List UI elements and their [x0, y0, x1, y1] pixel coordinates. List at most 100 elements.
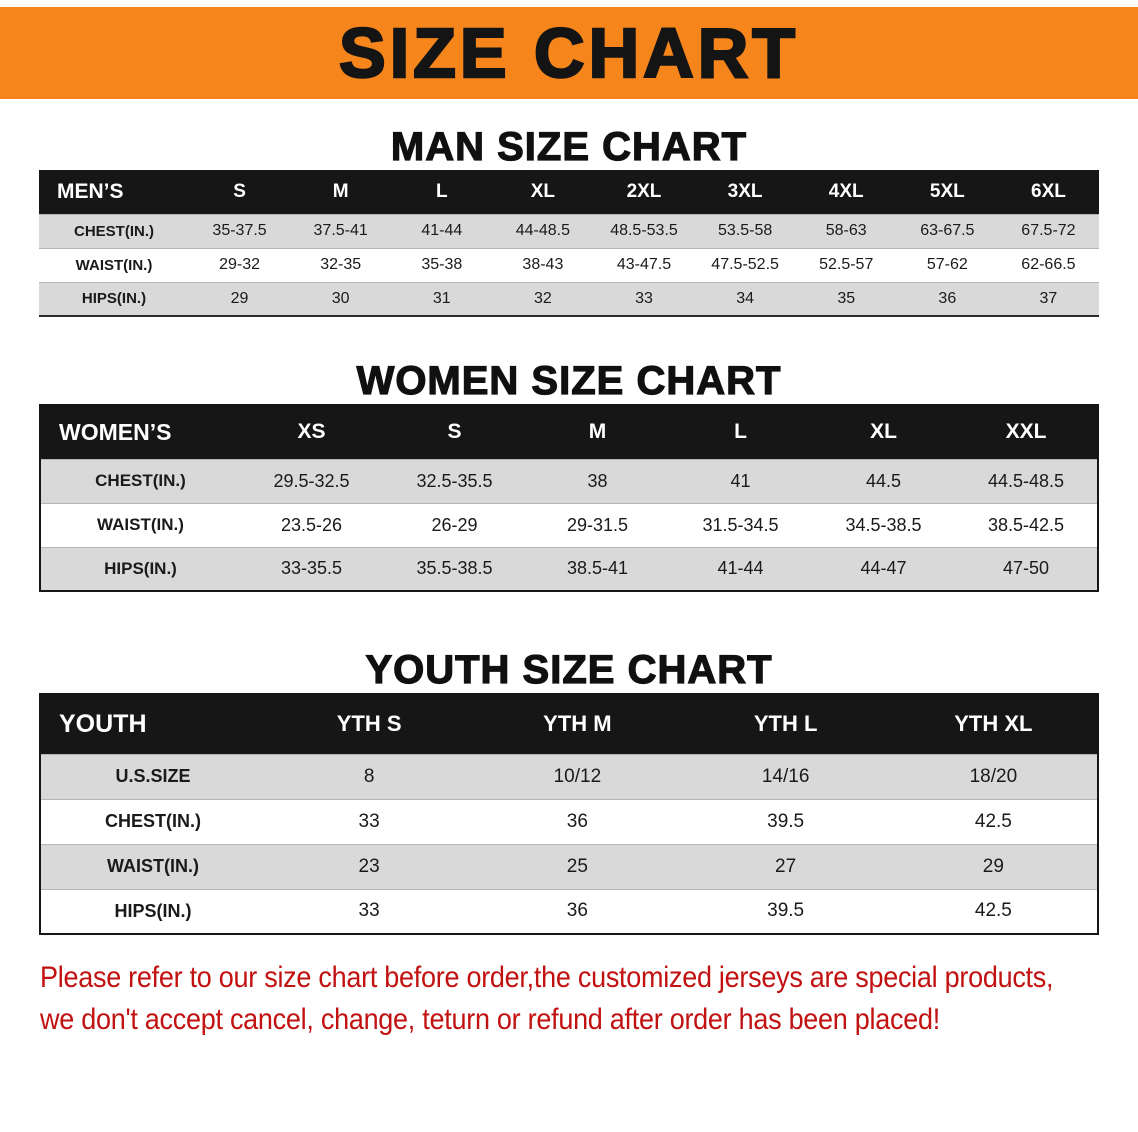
row-label-cell: WAIST(IN.) [97, 515, 184, 534]
row-label-cell: HIPS(IN.) [104, 558, 177, 578]
size-header-cell: XL [530, 180, 556, 202]
row-label-cell: CHEST(IN.) [105, 811, 201, 831]
men-section-heading: MAN SIZE CHART [390, 124, 748, 169]
size-header-cell: 2XL [626, 180, 662, 202]
size-value-cell: 43-47.5 [616, 256, 672, 273]
size-value-cell: 62-66.5 [1021, 256, 1076, 273]
size-header-cell: 3XL [727, 180, 763, 202]
size-value-cell: 47-50 [1002, 558, 1050, 579]
size-value-cell: 27 [775, 855, 797, 877]
youth-section-heading: YOUTH SIZE CHART [365, 647, 773, 692]
size-value-cell: 37 [1039, 289, 1058, 307]
size-value-cell: 44-47 [860, 558, 907, 579]
size-header-cell: XL [870, 420, 897, 444]
size-value-cell: 41-44 [717, 558, 764, 579]
size-header-cell: YTH M [543, 711, 612, 737]
measurement-row: CHEST(IN.) 29.5-32.5 32.5-35.5 38 41 44.5 44.5… [40, 459, 1098, 503]
table-title-cell: YOUTH [59, 709, 147, 738]
size-value-cell: 10/12 [553, 765, 602, 787]
measurement-row: CHEST(IN.) 33 36 39.5 42.5 [40, 799, 1098, 844]
size-value-cell: 38.5-41 [566, 558, 629, 579]
size-value-cell: 29.5-32.5 [273, 470, 350, 491]
size-header-cell: 4XL [828, 180, 864, 202]
size-value-cell: 8 [363, 765, 375, 787]
size-header-cell: L [435, 180, 448, 202]
size-value-cell: 29 [230, 289, 249, 307]
size-value-cell: 23 [358, 855, 380, 877]
measurement-row: WAIST(IN.) 29-32 32-35 35-38 38-43 43-47.5 47.… [39, 248, 1099, 282]
row-label-cell: U.S.SIZE [115, 766, 191, 786]
size-value-cell: 33-35.5 [280, 558, 343, 579]
table-header-row: MEN’S S M L XL 2XL 3XL 4XL 5XL 6XL [39, 170, 1099, 214]
size-value-cell: 35-38 [421, 256, 463, 273]
banner: SIZE CHART [0, 7, 1138, 99]
size-value-cell: 31 [432, 289, 451, 307]
notice-line-2: we don't accept cancel, change, teturn o… [40, 1003, 940, 1036]
size-value-cell: 58-63 [825, 222, 867, 239]
size-header-cell: YTH XL [954, 711, 1033, 737]
size-value-cell: 29 [982, 855, 1004, 877]
size-value-cell: 44.5-48.5 [987, 470, 1065, 491]
table-header-row: WOMEN’S XS S M L XL XXL [40, 405, 1098, 459]
size-value-cell: 18/20 [969, 765, 1018, 787]
size-value-cell: 47.5-52.5 [711, 256, 779, 273]
size-value-cell: 38.5-42.5 [987, 514, 1065, 535]
measurement-row: HIPS(IN.) 29 30 31 32 33 34 35 36 37 [39, 282, 1099, 316]
size-value-cell: 42.5 [974, 900, 1012, 922]
size-value-cell: 37.5-41 [313, 222, 368, 239]
size-value-cell: 38 [587, 470, 608, 491]
size-value-cell: 33 [358, 810, 380, 832]
size-value-cell: 29-32 [219, 256, 261, 273]
size-header-cell: L [734, 420, 747, 444]
size-value-cell: 30 [331, 289, 350, 307]
size-value-cell: 39.5 [767, 810, 805, 832]
row-label-cell: WAIST(IN.) [107, 856, 199, 876]
size-chart-page: SIZE CHART MAN SIZE CHART MEN’S S M L XL 2XL 3… [0, 7, 1138, 1132]
row-label-cell: HIPS(IN.) [81, 290, 147, 308]
women-size-table: WOMEN’S XS S M L XL XXL CHEST(IN.) 29.5-32.5 32.5… [39, 404, 1099, 592]
size-value-cell: 35 [837, 289, 856, 307]
table-header-row: YOUTH YTH S YTH M YTH L YTH XL [40, 694, 1098, 754]
size-header-cell: M [588, 420, 607, 444]
size-value-cell: 31.5-34.5 [702, 514, 779, 535]
size-value-cell: 41 [730, 470, 751, 491]
size-value-cell: 32-35 [320, 256, 362, 273]
size-value-cell: 33 [635, 289, 653, 307]
size-value-cell: 25 [566, 855, 588, 877]
size-header-cell: 5XL [929, 180, 965, 202]
size-header-cell: S [447, 420, 462, 444]
size-value-cell: 38-43 [522, 256, 564, 273]
footer-notice: Please refer to our size chart before or… [40, 961, 1138, 1037]
measurement-row: HIPS(IN.) 33-35.5 35.5-38.5 38.5-41 41-44 44-… [40, 547, 1098, 591]
size-value-cell: 36 [566, 900, 588, 922]
table-title-cell: MEN’S [57, 179, 124, 203]
page-title: SIZE CHART [338, 13, 799, 94]
men-size-table: MEN’S S M L XL 2XL 3XL 4XL 5XL 6XL CHEST(IN.) 35-37… [39, 170, 1099, 317]
size-header-cell: 6XL [1031, 180, 1066, 202]
size-value-cell: 23.5-26 [280, 514, 343, 535]
size-value-cell: 36 [566, 810, 588, 832]
youth-size-table: YOUTH YTH S YTH M YTH L YTH XL U.S.SIZE 8 10/12… [39, 693, 1099, 935]
size-value-cell: 32.5-35.5 [416, 470, 493, 491]
size-value-cell: 48.5-53.5 [610, 222, 678, 239]
size-value-cell: 14/16 [761, 765, 810, 787]
size-value-cell: 57-62 [926, 256, 968, 273]
size-header-cell: XS [297, 420, 326, 444]
women-section: WOMEN SIZE CHART WOMEN’S XS S M L XL XXL CHEST(… [0, 358, 1138, 592]
size-value-cell: 44.5 [865, 470, 902, 491]
size-value-cell: 53.5-58 [717, 222, 773, 239]
size-header-cell: M [332, 180, 349, 202]
size-header-cell: YTH S [336, 711, 402, 737]
size-value-cell: 67.5-72 [1021, 222, 1076, 239]
size-value-cell: 26-29 [431, 514, 478, 535]
size-header-cell: YTH L [753, 711, 818, 737]
row-label-cell: WAIST(IN.) [75, 256, 153, 274]
size-value-cell: 35.5-38.5 [416, 558, 493, 579]
youth-section: YOUTH SIZE CHART YOUTH YTH S YTH M YTH L YTH… [0, 647, 1138, 935]
size-value-cell: 52.5-57 [819, 256, 874, 273]
size-value-cell: 29-31.5 [566, 514, 629, 535]
size-header-cell: S [233, 180, 246, 202]
size-value-cell: 34.5-38.5 [845, 514, 922, 535]
measurement-row: WAIST(IN.) 23.5-26 26-29 29-31.5 31.5-34.5 34… [40, 503, 1098, 547]
notice-line-1: Please refer to our size chart before or… [40, 961, 1054, 994]
